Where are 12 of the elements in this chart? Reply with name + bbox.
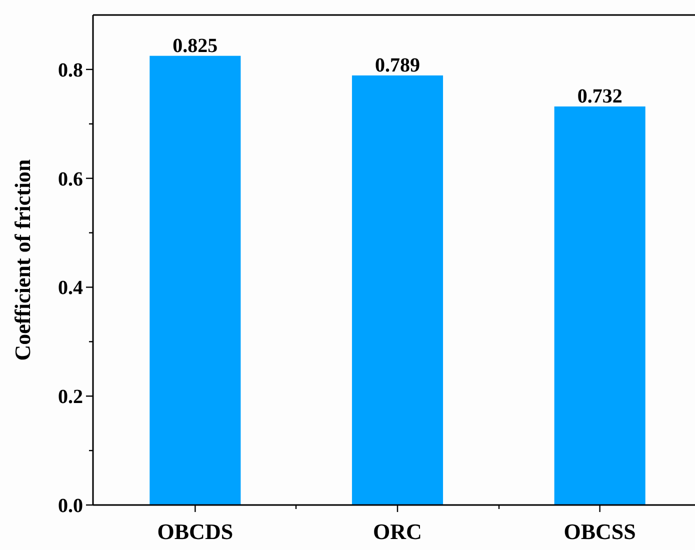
text: 0.4 xyxy=(58,277,83,300)
x-tick-label: OBCDS xyxy=(157,519,234,544)
data-label: 0.789 xyxy=(375,54,420,76)
data-label: 0.732 xyxy=(577,85,622,108)
data-label: 0.825 xyxy=(172,34,218,57)
x-tick-label: OBCSS xyxy=(564,519,636,544)
text: 0.2 xyxy=(58,386,83,408)
text: 0.8 xyxy=(58,59,83,82)
x-tick-label: ORC xyxy=(373,519,422,544)
text: 0.6 xyxy=(58,168,83,190)
y-axis-title: Coefficient of friction xyxy=(10,159,35,361)
text: 0.0 xyxy=(58,495,83,517)
